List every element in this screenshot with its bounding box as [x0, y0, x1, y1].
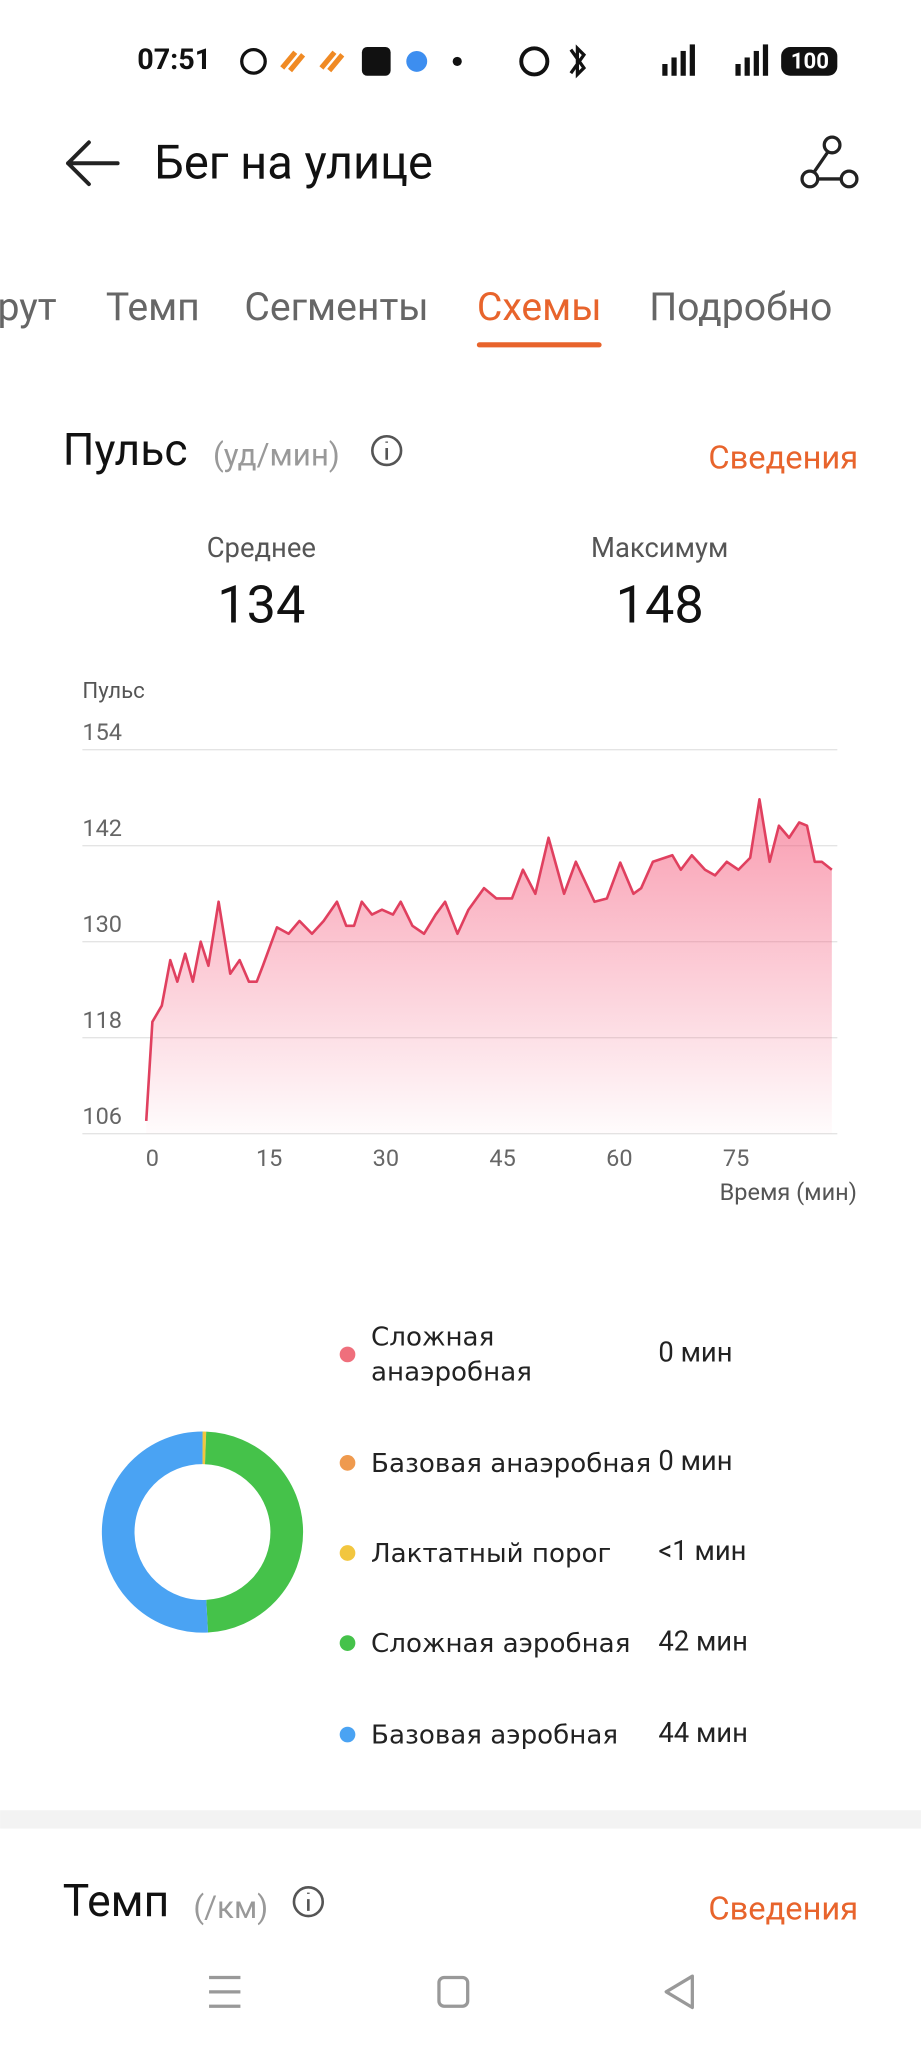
legend-label: Базовая аэробная — [371, 1718, 619, 1750]
status-time: 07:51 — [137, 43, 211, 77]
details-link[interactable]: Сведения — [708, 1889, 858, 1927]
donut-segment — [101, 1431, 209, 1633]
x-tick-label: 30 — [373, 1144, 399, 1172]
nav-back[interactable] — [664, 1974, 694, 2010]
area-fill — [146, 799, 832, 1134]
tab[interactable]: Темп — [106, 284, 200, 330]
section-title: Темп — [63, 1875, 169, 1927]
legend-label-box: Базовая аэробная — [371, 1718, 619, 1750]
share-button[interactable] — [800, 135, 859, 189]
tab-bar: рут Темп Сегменты Схемы Подробно — [0, 284, 832, 348]
legend-value: <1 мин — [658, 1535, 746, 1567]
legend-label: Сложная анаэробная — [371, 1320, 532, 1388]
tab[interactable]: Подробно — [649, 284, 832, 330]
stat-label: Максимум — [591, 532, 728, 564]
y-tick-label: 154 — [82, 718, 122, 746]
legend-label-box: Лактатный порог — [371, 1536, 612, 1568]
legend-value: 44 мин — [658, 1717, 748, 1749]
legend-dot — [339, 1635, 356, 1651]
legend-dot — [339, 1455, 356, 1471]
y-tick-label: 130 — [82, 910, 122, 938]
stat-value: 148 — [616, 574, 704, 635]
page-title: Бег на улице — [154, 135, 433, 190]
legend-value: 0 мин — [658, 1337, 732, 1369]
legend-label-box: Сложная анаэробная — [371, 1320, 532, 1388]
info-icon[interactable] — [371, 434, 403, 467]
legend-dot — [339, 1726, 356, 1743]
legend-label: Базовая анаэробная — [371, 1446, 652, 1478]
x-axis-label: Время (мин) — [720, 1178, 857, 1206]
section-unit: (уд/мин) — [213, 436, 340, 473]
stat-value: 134 — [217, 574, 305, 635]
tab[interactable]: Сегменты — [244, 284, 428, 330]
line — [144, 798, 833, 1121]
line-chart: 106 118 130 142 154 0 15 30 45 60 75 — [82, 718, 838, 1172]
y-axis-label: Пульс — [82, 678, 144, 704]
x-tick-label: 0 — [146, 1144, 159, 1172]
x-tick-label: 75 — [723, 1144, 749, 1172]
separator — [0, 1810, 921, 1829]
nav-home[interactable] — [437, 1975, 470, 2008]
stat-label: Среднее — [207, 532, 316, 564]
legend-label: Лактатный порог — [371, 1536, 612, 1568]
legend-value: 42 мин — [658, 1625, 748, 1657]
legend-label-box: Сложная аэробная — [371, 1626, 631, 1659]
status-icons — [240, 44, 838, 79]
back-button[interactable] — [66, 140, 120, 187]
legend-dot — [339, 1346, 356, 1363]
details-link[interactable]: Сведения — [708, 438, 858, 476]
section-unit: (/км) — [193, 1889, 268, 1926]
x-tick-label: 15 — [256, 1144, 282, 1172]
tab[interactable]: рут — [0, 284, 57, 330]
legend-value: 0 мин — [658, 1445, 732, 1477]
x-tick-label: 45 — [489, 1144, 515, 1172]
donut-segment — [204, 1431, 304, 1633]
y-tick-label: 142 — [82, 814, 122, 842]
legend-label-box: Базовая анаэробная — [371, 1446, 652, 1478]
y-tick-label: 106 — [82, 1102, 122, 1130]
info-icon[interactable] — [292, 1886, 325, 1918]
battery-level: 100 — [791, 49, 829, 75]
legend-label: Сложная аэробная — [371, 1626, 631, 1659]
x-tick-label: 60 — [606, 1144, 632, 1172]
nav-menu[interactable] — [209, 1975, 241, 2008]
legend-dot — [339, 1545, 356, 1561]
tab-indicator — [476, 342, 602, 348]
section-title: Пульс — [63, 424, 188, 476]
tab[interactable]: Схемы — [477, 284, 602, 330]
y-tick-label: 118 — [82, 1006, 122, 1034]
